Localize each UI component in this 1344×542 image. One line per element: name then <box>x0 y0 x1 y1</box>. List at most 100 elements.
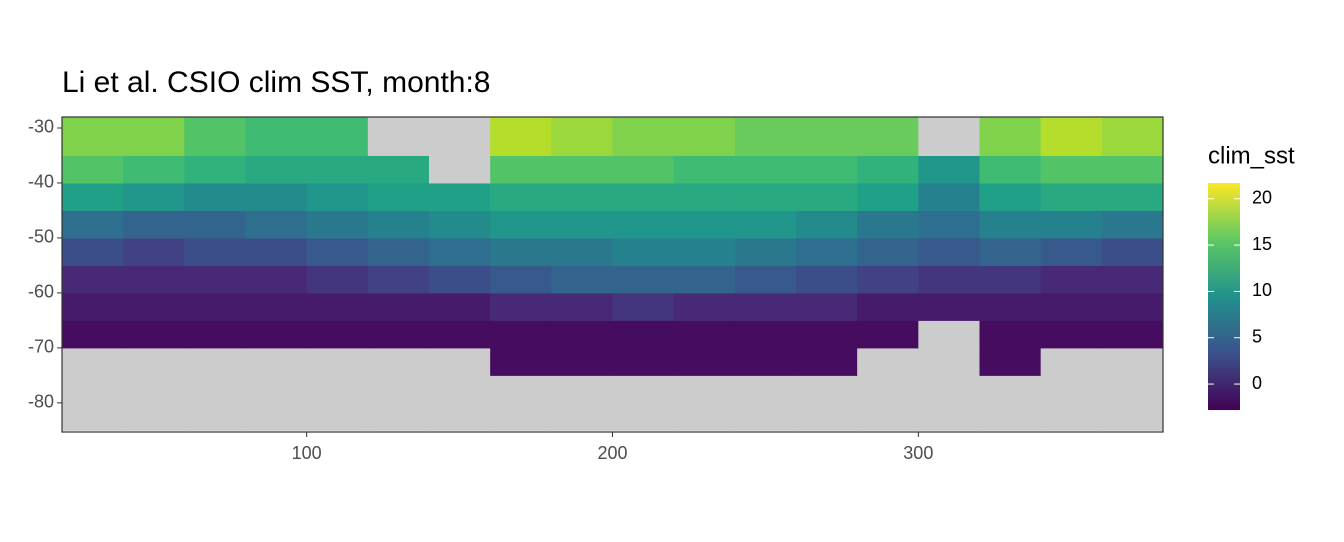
land-cell <box>184 402 246 431</box>
sst-cell <box>796 347 858 376</box>
land-cell <box>918 320 980 349</box>
sst-cell <box>734 117 797 156</box>
sst-cell <box>796 155 858 184</box>
sst-cell <box>796 292 858 321</box>
sst-cell <box>734 265 797 294</box>
sst-cell <box>612 265 675 294</box>
sst-cell <box>1040 210 1103 239</box>
sst-cell <box>979 182 1042 211</box>
sst-cell <box>1101 237 1164 266</box>
sst-cell <box>673 347 736 376</box>
sst-cell <box>306 320 369 349</box>
sst-cell <box>551 117 613 156</box>
x-tick-label: 100 <box>292 443 322 463</box>
land-cell <box>429 402 491 431</box>
sst-cell <box>857 320 919 349</box>
sst-cell <box>245 292 308 321</box>
colorbar <box>1208 183 1240 410</box>
sst-cell <box>123 265 185 294</box>
sst-cell <box>62 265 124 294</box>
sst-cell <box>612 347 675 376</box>
sst-cell <box>918 182 980 211</box>
sst-cell <box>918 237 980 266</box>
sst-cell <box>1101 320 1164 349</box>
sst-cell <box>184 320 246 349</box>
sst-cell <box>979 237 1042 266</box>
sst-cell <box>551 237 613 266</box>
sst-cell <box>673 265 736 294</box>
legend-label: 10 <box>1252 280 1272 300</box>
sst-cell <box>62 155 124 184</box>
sst-cell <box>918 155 980 184</box>
land-cell <box>918 375 980 404</box>
sst-cell <box>429 265 491 294</box>
y-tick-label: -30 <box>28 117 54 137</box>
sst-cell <box>123 237 185 266</box>
land-cell <box>306 347 369 376</box>
sst-cell <box>245 210 308 239</box>
sst-cell <box>857 292 919 321</box>
sst-cell <box>123 155 185 184</box>
sst-cell <box>184 210 246 239</box>
sst-cell <box>367 155 430 184</box>
land-cell <box>979 375 1042 404</box>
sst-cell <box>184 182 246 211</box>
sst-cell <box>673 292 736 321</box>
land-cell <box>1040 347 1103 376</box>
sst-cell <box>673 237 736 266</box>
sst-cell <box>306 182 369 211</box>
sst-cell <box>796 265 858 294</box>
sst-cell <box>979 320 1042 349</box>
land-cell <box>551 375 613 404</box>
sst-cell <box>734 320 797 349</box>
land-cell <box>918 117 980 156</box>
sst-cell <box>429 210 491 239</box>
sst-cell <box>1101 292 1164 321</box>
sst-cell <box>429 237 491 266</box>
land-cell <box>1101 402 1164 431</box>
land-cell <box>245 375 308 404</box>
land-cell <box>245 347 308 376</box>
land-cell <box>612 402 675 431</box>
sst-cell <box>490 155 552 184</box>
y-tick-label: -70 <box>28 337 54 357</box>
sst-cell <box>1101 210 1164 239</box>
sst-cell <box>123 117 185 156</box>
x-tick-label: 200 <box>597 443 627 463</box>
land-cell <box>918 347 980 376</box>
legend-title: clim_sst <box>1208 142 1295 169</box>
land-cell <box>306 402 369 431</box>
sst-cell <box>306 117 369 156</box>
sst-cell <box>857 117 919 156</box>
sst-cell <box>551 347 613 376</box>
sst-cell <box>1040 320 1103 349</box>
sst-cell <box>1040 182 1103 211</box>
sst-cell <box>184 155 246 184</box>
sst-cell <box>796 237 858 266</box>
sst-cell <box>673 210 736 239</box>
land-cell <box>796 375 858 404</box>
sst-cell <box>1040 237 1103 266</box>
y-tick-label: -80 <box>28 392 54 412</box>
sst-cell <box>62 320 124 349</box>
sst-cell <box>367 182 430 211</box>
sst-cell <box>734 182 797 211</box>
land-cell <box>62 347 124 376</box>
land-cell <box>857 347 919 376</box>
sst-cell <box>62 210 124 239</box>
land-cell <box>184 347 246 376</box>
land-cell <box>857 375 919 404</box>
land-cell <box>429 155 491 184</box>
sst-cell <box>429 182 491 211</box>
sst-cell <box>673 117 736 156</box>
land-cell <box>429 375 491 404</box>
land-cell <box>796 402 858 431</box>
sst-cell <box>306 155 369 184</box>
sst-cell <box>62 117 124 156</box>
sst-cell <box>918 210 980 239</box>
sst-cell <box>184 237 246 266</box>
land-cell <box>490 375 552 404</box>
sst-cell <box>612 210 675 239</box>
sst-cell <box>734 292 797 321</box>
legend-label: 0 <box>1252 373 1262 393</box>
